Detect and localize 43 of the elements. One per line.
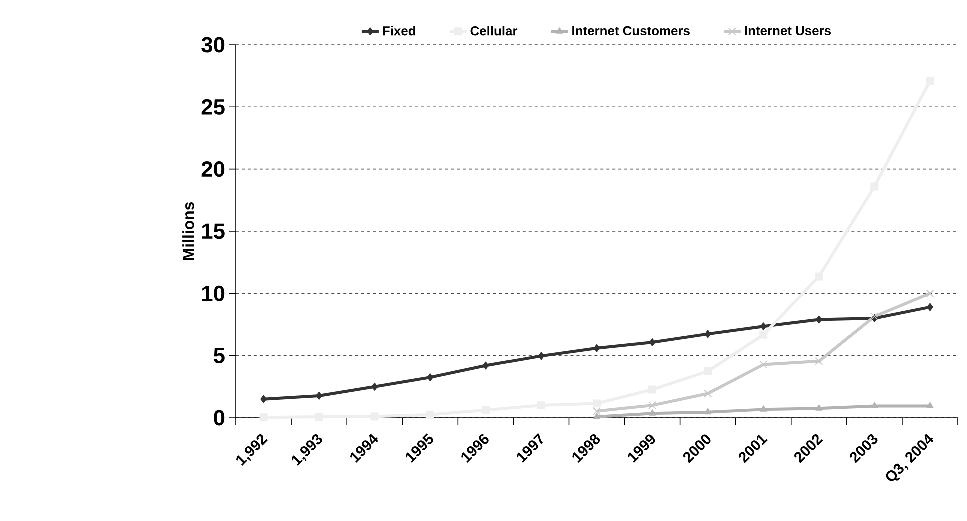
point (316, 392, 322, 400)
point (816, 316, 822, 324)
y-tick-label: 15 (202, 224, 225, 240)
legend-label: Cellular (470, 26, 518, 36)
point (704, 330, 712, 338)
point (593, 400, 601, 408)
point (649, 338, 656, 347)
point (427, 374, 434, 382)
y-tick-label: 0 (214, 410, 225, 426)
point (926, 290, 934, 298)
point (482, 362, 490, 370)
y-tick-label: 20 (202, 162, 225, 178)
point (704, 390, 712, 398)
point (315, 413, 324, 421)
point (594, 344, 600, 352)
point (592, 407, 602, 416)
y-tick-label: 25 (202, 99, 225, 115)
point (704, 408, 712, 415)
point (372, 382, 378, 391)
point (648, 402, 657, 410)
point (927, 303, 934, 312)
point (538, 352, 545, 360)
y-axis-title: Millions (182, 202, 194, 260)
point (760, 406, 768, 412)
point (760, 322, 767, 331)
point (816, 404, 823, 411)
point (593, 413, 601, 420)
point (649, 410, 656, 416)
legend-label: Internet Customers (572, 26, 690, 36)
point (370, 412, 379, 421)
point (260, 395, 267, 404)
y-tick-label: 30 (202, 37, 225, 53)
point (760, 360, 768, 369)
legend-label: Fixed (383, 26, 416, 36)
point (871, 402, 878, 409)
y-tick-label: 5 (214, 348, 225, 364)
point (260, 414, 268, 422)
point (426, 410, 434, 419)
point (815, 357, 824, 366)
y-tick-label: 10 (202, 286, 225, 302)
point (926, 402, 934, 409)
legend-label: Internet Users (745, 26, 832, 36)
point (760, 330, 768, 339)
